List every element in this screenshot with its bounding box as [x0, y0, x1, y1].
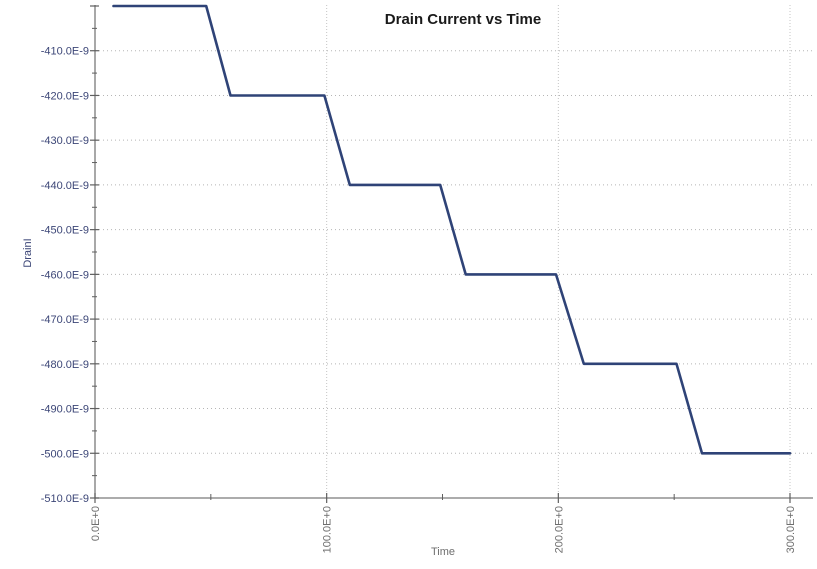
y-tick-label: -510.0E-9 — [41, 493, 89, 505]
y-tick-label: -420.0E-9 — [41, 90, 89, 102]
data-line — [112, 4, 792, 455]
y-tick-label: -440.0E-9 — [41, 180, 89, 192]
y-tick-label: -470.0E-9 — [41, 314, 89, 326]
y-tick-label: -460.0E-9 — [41, 269, 89, 281]
y-tick-label: -450.0E-9 — [41, 225, 89, 237]
y-tick-label: -430.0E-9 — [41, 135, 89, 147]
x-axis-title: Time — [430, 546, 456, 558]
x-tick-label: 300.0E+0 — [785, 506, 797, 553]
chart-title: Drain Current vs Time — [384, 11, 542, 28]
x-tick-label: 0.0E+0 — [90, 506, 102, 541]
x-tick-label: 200.0E+0 — [553, 506, 565, 553]
x-tick-label: 100.0E+0 — [322, 506, 334, 553]
y-tick-label: -480.0E-9 — [41, 359, 89, 371]
y-tick-label: -490.0E-9 — [41, 404, 89, 416]
y-tick-label: -410.0E-9 — [41, 46, 89, 58]
y-tick-label: -500.0E-9 — [41, 448, 89, 460]
